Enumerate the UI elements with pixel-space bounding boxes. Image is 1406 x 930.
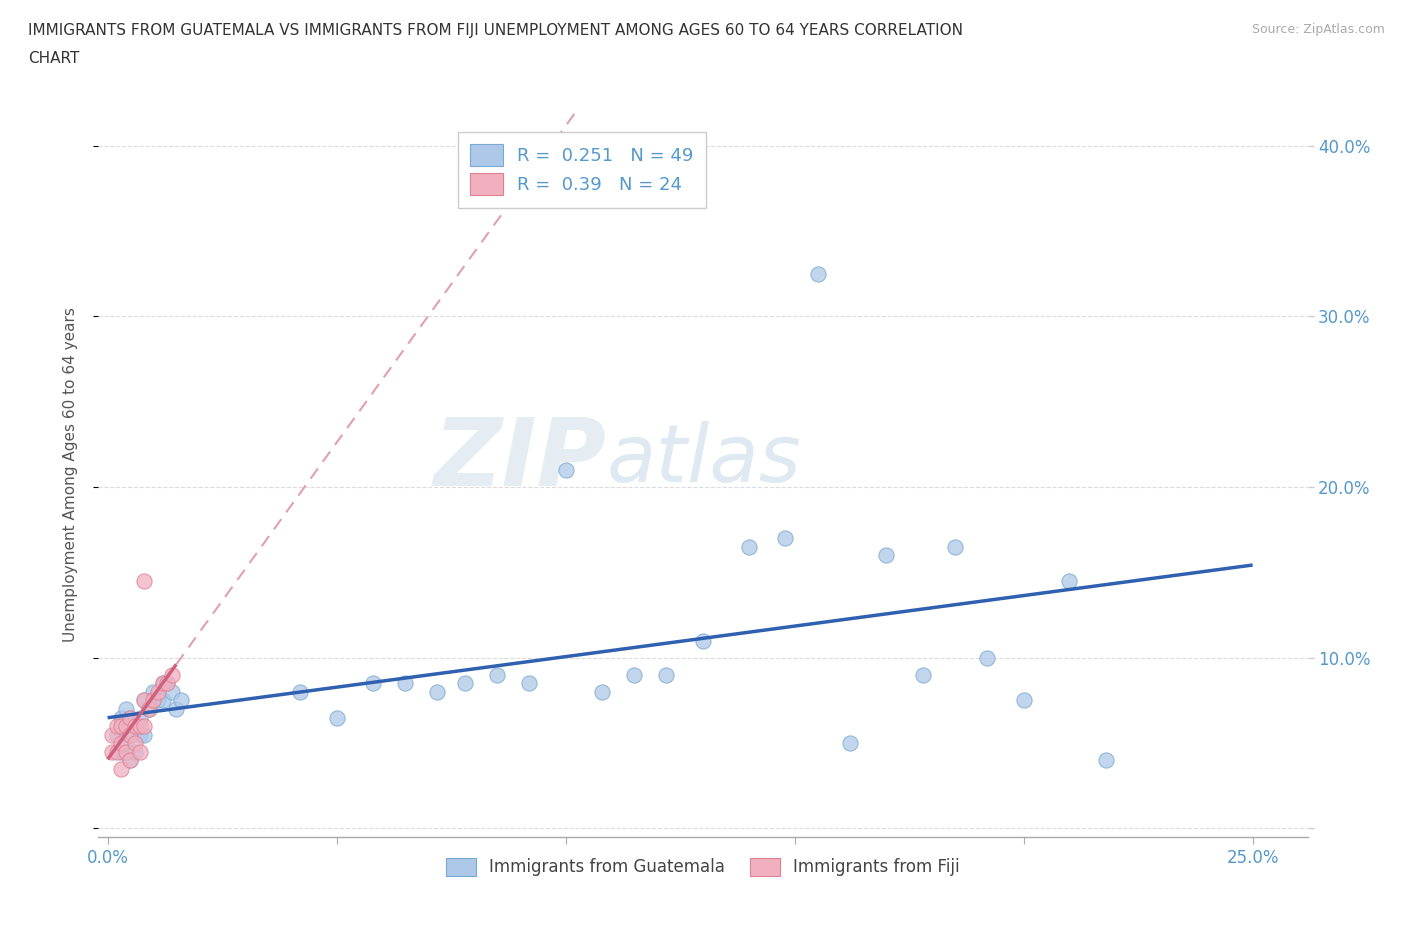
Point <box>146 684 169 699</box>
Point <box>1012 693 1035 708</box>
Point <box>128 719 150 734</box>
Point <box>976 650 998 665</box>
Point <box>152 693 174 708</box>
Point <box>517 676 540 691</box>
Point <box>623 668 645 683</box>
Point <box>138 701 160 716</box>
Point <box>943 539 966 554</box>
Point <box>454 676 477 691</box>
Point <box>134 727 156 742</box>
Point <box>120 711 142 725</box>
Point <box>101 727 124 742</box>
Y-axis label: Unemployment Among Ages 60 to 64 years: Unemployment Among Ages 60 to 64 years <box>63 307 77 642</box>
Point <box>105 727 128 742</box>
Point <box>394 676 416 691</box>
Point <box>115 719 138 734</box>
Point <box>115 701 138 716</box>
Point <box>1059 574 1081 589</box>
Point <box>120 752 142 767</box>
Point <box>838 736 860 751</box>
Point <box>426 684 449 699</box>
Point <box>124 744 146 759</box>
Point <box>142 684 165 699</box>
Point <box>124 719 146 734</box>
Point <box>110 736 132 751</box>
Text: IMMIGRANTS FROM GUATEMALA VS IMMIGRANTS FROM FIJI UNEMPLOYMENT AMONG AGES 60 TO : IMMIGRANTS FROM GUATEMALA VS IMMIGRANTS … <box>28 23 963 38</box>
Point <box>128 727 150 742</box>
Text: CHART: CHART <box>28 51 80 66</box>
Point <box>124 736 146 751</box>
Point <box>655 668 678 683</box>
Point <box>138 701 160 716</box>
Point <box>485 668 508 683</box>
Point <box>128 711 150 725</box>
Point <box>142 693 165 708</box>
Legend: Immigrants from Guatemala, Immigrants from Fiji: Immigrants from Guatemala, Immigrants fr… <box>439 851 967 884</box>
Point <box>142 693 165 708</box>
Point <box>105 719 128 734</box>
Point <box>911 668 934 683</box>
Point <box>134 574 156 589</box>
Point <box>554 462 576 477</box>
Point <box>110 711 132 725</box>
Point <box>875 548 897 563</box>
Point <box>165 701 187 716</box>
Point <box>115 736 138 751</box>
Point <box>591 684 613 699</box>
Point <box>128 744 150 759</box>
Point <box>775 531 797 546</box>
Point <box>120 727 142 742</box>
Point <box>134 719 156 734</box>
Point <box>101 744 124 759</box>
Point <box>134 693 156 708</box>
Point <box>692 633 714 648</box>
Point <box>160 684 183 699</box>
Point <box>110 719 132 734</box>
Point <box>361 676 384 691</box>
Point <box>110 762 132 777</box>
Point <box>110 744 132 759</box>
Point <box>152 676 174 691</box>
Point <box>124 719 146 734</box>
Point <box>160 668 183 683</box>
Text: atlas: atlas <box>606 420 801 498</box>
Point <box>738 539 761 554</box>
Point <box>170 693 193 708</box>
Point <box>288 684 311 699</box>
Point <box>120 711 142 725</box>
Point <box>134 693 156 708</box>
Point <box>1095 752 1118 767</box>
Point <box>152 676 174 691</box>
Text: ZIP: ZIP <box>433 414 606 506</box>
Point <box>120 752 142 767</box>
Point <box>105 744 128 759</box>
Point <box>325 711 347 725</box>
Point <box>110 719 132 734</box>
Point <box>146 693 169 708</box>
Point <box>156 676 179 691</box>
Point <box>156 676 179 691</box>
Point <box>115 744 138 759</box>
Text: Source: ZipAtlas.com: Source: ZipAtlas.com <box>1251 23 1385 36</box>
Point <box>806 266 828 281</box>
Point <box>120 727 142 742</box>
